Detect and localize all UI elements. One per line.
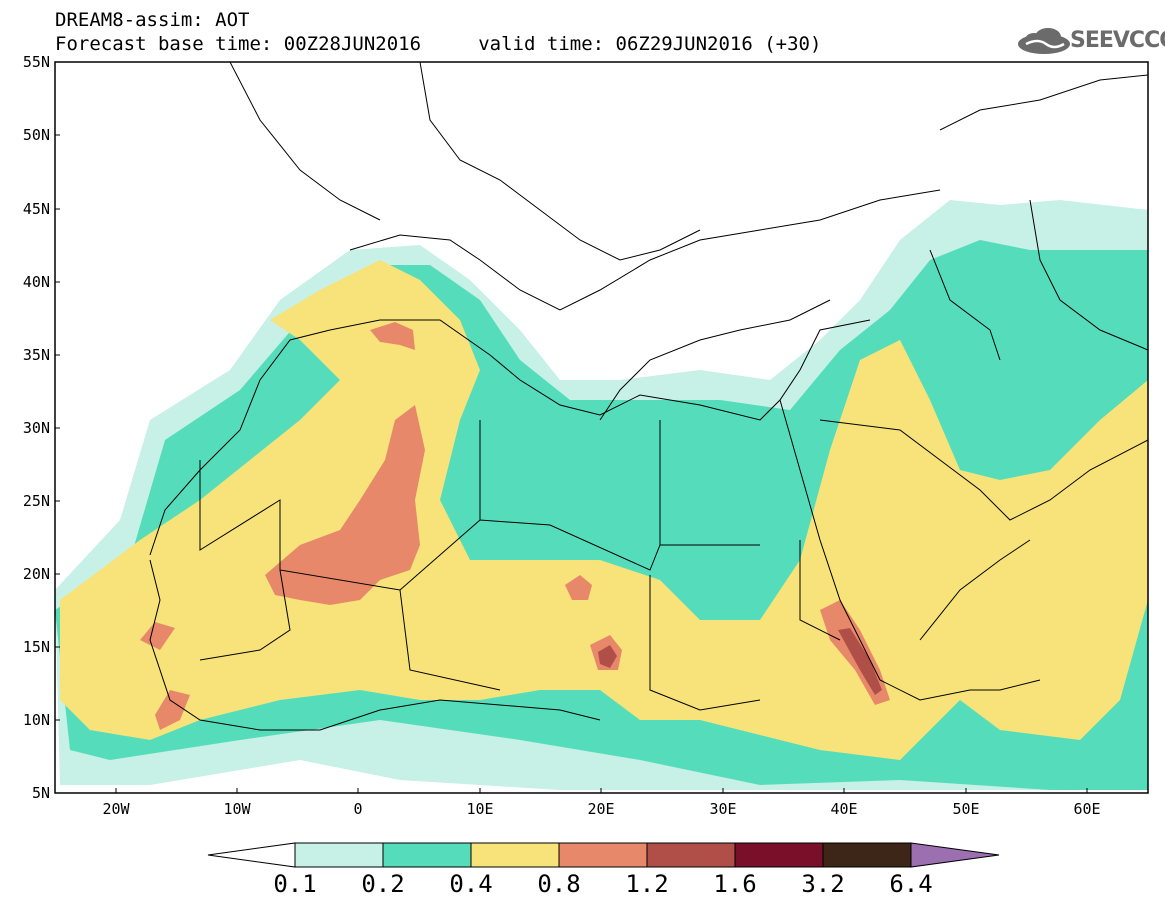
lat-label: 5N bbox=[31, 784, 50, 802]
colorbar-label: 1.2 bbox=[625, 870, 669, 898]
lon-label: 40E bbox=[830, 800, 858, 818]
aot-band-0-8 bbox=[140, 622, 175, 650]
colorbar-segment bbox=[382, 842, 472, 868]
aot-band-0-8 bbox=[565, 575, 592, 600]
colorbar-label: 1.6 bbox=[713, 870, 757, 898]
lon-label: 60E bbox=[1073, 800, 1101, 818]
lon-label: 0 bbox=[353, 800, 363, 818]
lat-label: 10N bbox=[22, 711, 50, 729]
colorbar-label: 0.2 bbox=[361, 870, 405, 898]
aot-band-1-2 bbox=[598, 645, 617, 668]
colorbar-label: 0.8 bbox=[537, 870, 581, 898]
aot-band-0-8 bbox=[265, 405, 425, 605]
lat-label: 55N bbox=[22, 53, 50, 71]
colorbar-left-arrow bbox=[207, 842, 296, 868]
aot-contours bbox=[55, 62, 1148, 790]
aot-band-0-8 bbox=[370, 322, 415, 350]
lat-label: 20N bbox=[22, 565, 50, 583]
lat-label: 45N bbox=[22, 200, 50, 218]
lon-label: 10W bbox=[223, 800, 251, 818]
colorbar-segment bbox=[734, 842, 824, 868]
lat-label: 35N bbox=[22, 346, 50, 364]
lat-label: 15N bbox=[22, 638, 50, 656]
colorbar-segment bbox=[822, 842, 912, 868]
colorbar-label: 6.4 bbox=[889, 870, 933, 898]
aot-band-0-4 bbox=[60, 260, 1148, 760]
lat-label: 25N bbox=[22, 492, 50, 510]
map-subtitle: Forecast base time: 00Z28JUN2016 valid t… bbox=[55, 33, 822, 55]
coastlines bbox=[149, 62, 1148, 731]
colorbar-segment bbox=[558, 842, 648, 868]
lon-label: 30E bbox=[709, 800, 737, 818]
map-title: DREAM8-assim: AOT bbox=[55, 9, 250, 31]
colorbar-segment bbox=[470, 842, 560, 868]
colorbar-segment bbox=[646, 842, 736, 868]
lon-label: 20E bbox=[587, 800, 615, 818]
colorbar-right-arrow bbox=[910, 842, 1000, 868]
lon-label: 20W bbox=[102, 800, 130, 818]
colorbar-label: 3.2 bbox=[801, 870, 845, 898]
lat-label: 50N bbox=[22, 126, 50, 144]
colorbar-segment bbox=[294, 842, 384, 868]
aot-band-0-8 bbox=[155, 690, 190, 730]
colorbar-label: 0.4 bbox=[449, 870, 493, 898]
cloud-icon bbox=[1018, 28, 1070, 54]
axis-ticks bbox=[55, 61, 1088, 793]
lon-label: 50E bbox=[952, 800, 980, 818]
logo-text: SEEVCCC bbox=[1070, 28, 1165, 53]
aot-band-1-2 bbox=[838, 628, 882, 695]
colorbar-label: 0.1 bbox=[273, 870, 317, 898]
lat-label: 40N bbox=[22, 273, 50, 291]
lat-label: 30N bbox=[22, 419, 50, 437]
lon-label: 10E bbox=[466, 800, 494, 818]
